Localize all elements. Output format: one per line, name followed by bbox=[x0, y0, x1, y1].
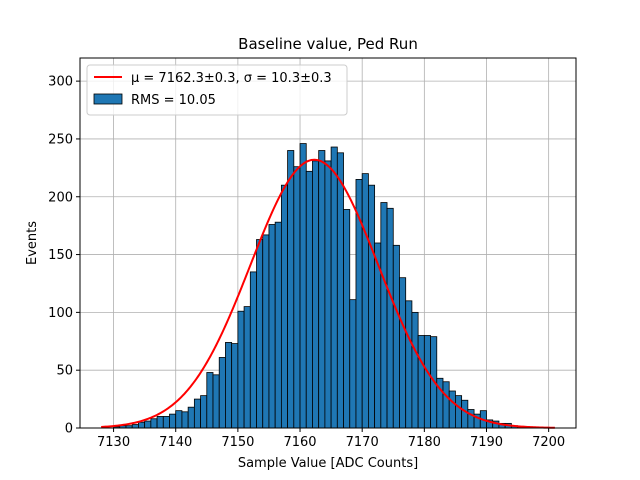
histogram-bar bbox=[343, 209, 351, 429]
histogram-bar bbox=[455, 395, 463, 429]
histogram-bar bbox=[405, 300, 413, 429]
histogram-bar bbox=[293, 166, 301, 429]
histogram-bar bbox=[212, 374, 220, 429]
histogram-bar bbox=[200, 395, 208, 429]
legend-histogram-label: RMS = 10.05 bbox=[131, 93, 216, 108]
histogram-bar bbox=[231, 343, 239, 429]
histogram-bars bbox=[113, 143, 525, 429]
histogram-bar bbox=[349, 299, 357, 429]
histogram-bar bbox=[299, 143, 307, 429]
histogram-bar bbox=[417, 335, 425, 429]
histogram-bar bbox=[144, 420, 152, 429]
histogram-bar bbox=[249, 271, 257, 429]
histogram-bar bbox=[131, 424, 139, 429]
histogram-bar bbox=[392, 244, 400, 429]
histogram-bar bbox=[330, 146, 338, 429]
histogram-bar bbox=[448, 390, 456, 429]
x-tick-label: 7140 bbox=[159, 435, 192, 450]
histogram-bar bbox=[187, 406, 195, 429]
y-tick-label: 200 bbox=[48, 190, 73, 205]
histogram-bar bbox=[324, 160, 332, 429]
chart-title: Baseline value, Ped Run bbox=[238, 35, 418, 53]
histogram-bar bbox=[368, 184, 376, 429]
x-tick-label: 7180 bbox=[408, 435, 441, 450]
x-axis-label: Sample Value [ADC Counts] bbox=[238, 456, 418, 471]
y-tick-label: 300 bbox=[48, 75, 73, 90]
x-tick-label: 7150 bbox=[221, 435, 254, 450]
histogram-bar bbox=[361, 173, 369, 429]
legend: μ = 7162.3±0.3, σ = 10.3±0.3 RMS = 10.05 bbox=[86, 64, 348, 116]
x-tick-label: 7190 bbox=[470, 435, 503, 450]
histogram-bar bbox=[380, 202, 388, 429]
histogram-bar bbox=[274, 221, 282, 429]
y-tick-label: 250 bbox=[48, 132, 73, 147]
histogram-bar bbox=[181, 411, 189, 429]
histogram-bar bbox=[162, 416, 170, 429]
histogram-bar bbox=[461, 399, 469, 429]
x-axis-ticks: 7130 7140 7150 7160 7170 7180 7190 7200 bbox=[97, 428, 565, 450]
histogram-bar bbox=[386, 207, 394, 429]
histogram-bar bbox=[150, 418, 158, 429]
x-tick-label: 7200 bbox=[532, 435, 565, 450]
legend-fit-label: μ = 7162.3±0.3, σ = 10.3±0.3 bbox=[131, 71, 332, 86]
histogram-bar bbox=[169, 413, 177, 429]
histogram-bar bbox=[218, 357, 226, 429]
histogram-bar bbox=[237, 310, 245, 429]
y-tick-label: 50 bbox=[56, 364, 73, 379]
histogram-bar bbox=[256, 239, 264, 429]
y-tick-label: 0 bbox=[65, 422, 73, 437]
histogram-bar bbox=[442, 381, 450, 429]
y-tick-label: 100 bbox=[48, 306, 73, 321]
gaussian-fit-line bbox=[101, 158, 555, 429]
histogram-bar bbox=[305, 170, 313, 429]
histogram-bar bbox=[287, 150, 295, 429]
x-tick-label: 7160 bbox=[283, 435, 316, 450]
histogram-bar bbox=[318, 150, 326, 429]
histogram-bar bbox=[175, 410, 183, 429]
x-tick-label: 7130 bbox=[97, 435, 130, 450]
histogram-bar bbox=[262, 234, 270, 429]
histogram-bar bbox=[206, 372, 214, 429]
histogram-bar bbox=[399, 277, 407, 429]
x-tick-label: 7170 bbox=[346, 435, 379, 450]
histogram-bar bbox=[156, 416, 164, 429]
histogram-bar bbox=[243, 306, 251, 429]
histogram-bar bbox=[225, 342, 233, 429]
y-axis-label: Events bbox=[25, 221, 40, 265]
plot-frame bbox=[79, 57, 577, 429]
histogram-bar bbox=[193, 398, 201, 429]
legend-histogram-swatch bbox=[93, 93, 123, 105]
histogram-bar bbox=[280, 184, 288, 429]
histogram-bar bbox=[268, 224, 276, 429]
legend-box bbox=[86, 64, 348, 116]
y-axis-ticks: 0 50 100 150 200 250 300 bbox=[48, 75, 80, 437]
histogram-bar bbox=[423, 335, 431, 429]
y-tick-label: 150 bbox=[48, 248, 73, 263]
histogram-bar bbox=[336, 152, 344, 429]
histogram-bar bbox=[138, 421, 146, 429]
histogram-bar bbox=[312, 160, 320, 429]
histogram-bar bbox=[411, 311, 419, 429]
